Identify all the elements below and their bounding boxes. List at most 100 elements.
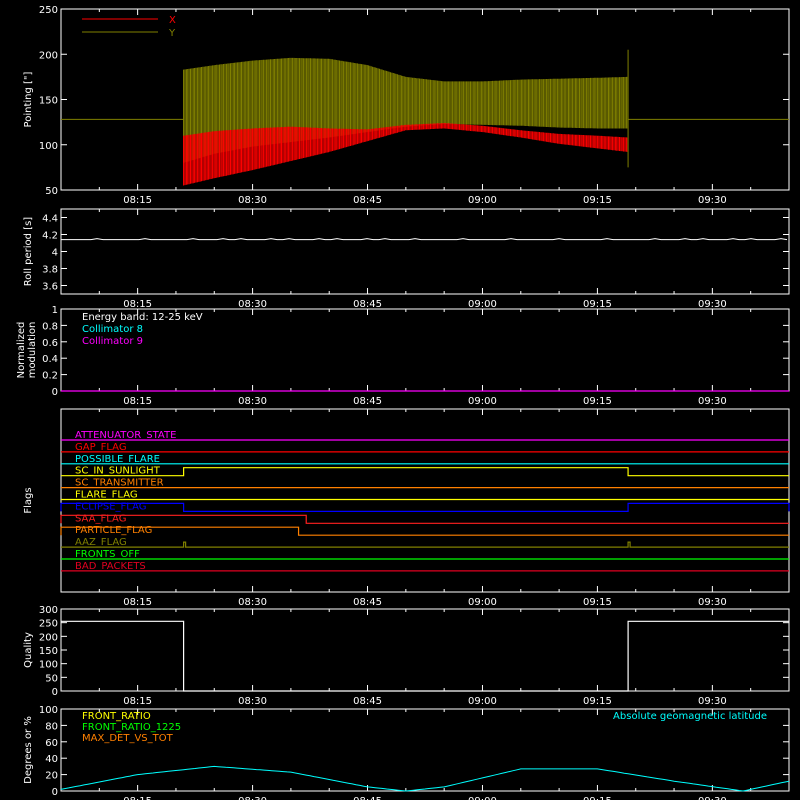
series-X <box>183 123 629 186</box>
y-tick-label: 4 <box>52 248 58 259</box>
roll-period-line <box>61 238 788 241</box>
x-tick-label: 08:30 <box>238 796 267 800</box>
geomag-panel: 08:15 08:30 08:45 09:00 09:15 09:30 0 20 40 60 80 1… <box>23 705 790 800</box>
x-tick-label: 08:45 <box>353 195 382 206</box>
y-tick-label: 100 <box>39 705 58 716</box>
flag-fronts_off: FRONTS_OFF <box>61 549 789 560</box>
y-tick-label: 40 <box>45 754 58 765</box>
x-tick-label: 08:45 <box>353 396 382 407</box>
flag-label: ECLIPSE_FLAG <box>75 501 146 512</box>
x-tick-label: 09:00 <box>468 396 497 407</box>
flag-gap_flag: GAP_FLAG <box>61 442 789 453</box>
y-axis-label: Degrees or % <box>23 716 34 784</box>
flag-label: SC_IN_SUNLIGHT <box>75 466 161 477</box>
flag-line <box>61 467 789 477</box>
flags-panel: 08:15 08:30 08:45 09:00 09:15 09:30 Flags ATTEN… <box>23 408 790 608</box>
y-tick-label: 200 <box>39 50 58 61</box>
y-tick-label: 20 <box>45 771 58 782</box>
x-tick-label: 09:30 <box>698 696 727 707</box>
y-tick-label: 150 <box>39 96 58 107</box>
x-tick-label: 09:30 <box>698 299 727 310</box>
x-tick-label: 08:15 <box>123 696 152 707</box>
flag-bad_packets: BAD_PACKETS <box>61 561 789 572</box>
flag-label: SC_TRANSMITTER <box>75 478 164 489</box>
y-tick-label: 0 <box>52 387 58 398</box>
x-tick-label: 09:00 <box>468 195 497 206</box>
x-tick-label: 08:15 <box>123 195 152 206</box>
x-tick-label: 09:30 <box>698 796 727 800</box>
legend-label: Collimator 8 <box>82 324 143 335</box>
pointing-panel: 08:15 08:30 08:45 09:00 09:15 09:30 50 100 150 20… <box>23 5 790 206</box>
y-tick-label: 3.8 <box>42 265 58 276</box>
series-Y <box>183 57 629 163</box>
x-tick-label: 09:15 <box>583 299 612 310</box>
x-tick-label: 08:30 <box>238 597 267 608</box>
y-axis-label: Pointing ["] <box>23 71 34 127</box>
y-tick-label: 0.6 <box>42 338 58 349</box>
y-tick-label: 0.2 <box>42 371 58 382</box>
x-tick-label: 09:15 <box>583 396 612 407</box>
x-tick-label: 08:30 <box>238 195 267 206</box>
flag-attenuator_state: ATTENUATOR_STATE <box>61 430 789 441</box>
y-tick-label: 60 <box>45 738 58 749</box>
x-tick-label: 09:30 <box>698 597 727 608</box>
flag-label: FLARE_FLAG <box>75 490 138 501</box>
flag-line <box>60 526 789 536</box>
y-axis-label: Roll period [s] <box>23 217 34 286</box>
geomag-axes-frame <box>60 708 790 792</box>
x-tick-label: 09:15 <box>583 696 612 707</box>
y-tick-label: 0 <box>52 687 58 698</box>
y-tick-label: 200 <box>39 632 58 643</box>
legend-label: Energy band: 12-25 keV <box>82 312 203 323</box>
x-tick-label: 08:15 <box>123 796 152 800</box>
y-tick-label: 0 <box>52 787 58 798</box>
legend-label: FRONT_RATIO <box>82 711 151 722</box>
flags-axes-frame <box>60 408 790 593</box>
flag-label: AAZ_FLAG <box>75 537 127 548</box>
geomag-latitude-line <box>60 765 790 792</box>
flag-label: BAD_PACKETS <box>75 561 146 572</box>
flag-line <box>60 514 789 524</box>
x-tick-label: 08:30 <box>238 696 267 707</box>
legend-label: MAX_DET_VS_TOT <box>82 733 174 744</box>
x-tick-label: 09:00 <box>468 696 497 707</box>
legend-label: X <box>169 15 176 26</box>
y-axis-label: Normalizedmodulation <box>16 322 38 379</box>
x-tick-label: 08:30 <box>238 299 267 310</box>
x-tick-label: 09:00 <box>468 299 497 310</box>
flag-line <box>61 541 789 548</box>
flag-label: ATTENUATOR_STATE <box>75 430 176 441</box>
flag-flare_flag: FLARE_FLAG <box>61 490 789 501</box>
x-tick-label: 08:15 <box>123 299 152 310</box>
flag-label: SAA_FLAG <box>75 513 126 524</box>
quality-panel: 08:15 08:30 08:45 09:00 09:15 09:30 0 50 100 150 2… <box>23 605 790 707</box>
series-band-X <box>183 123 629 186</box>
flag-particle_flag: PARTICLE_FLAG <box>60 525 789 536</box>
quality-line <box>61 620 789 692</box>
legend-label: Y <box>168 28 176 39</box>
x-tick-label: 09:30 <box>698 195 727 206</box>
flag-saa_flag: SAA_FLAG <box>60 513 789 524</box>
flag-sc_in_sunlight: SC_IN_SUNLIGHT <box>61 466 789 477</box>
x-tick-label: 09:00 <box>468 796 497 800</box>
y-tick-label: 250 <box>39 619 58 630</box>
y-axis-label: Flags <box>23 487 34 513</box>
flag-label: PARTICLE_FLAG <box>75 525 152 536</box>
x-tick-label: 08:45 <box>353 299 382 310</box>
flag-aaz_flag: AAZ_FLAG <box>61 537 789 548</box>
x-tick-label: 08:30 <box>238 396 267 407</box>
x-tick-label: 09:30 <box>698 396 727 407</box>
flag-possible_flare: POSSIBLE_FLARE <box>61 454 789 465</box>
x-tick-label: 09:00 <box>468 597 497 608</box>
x-tick-label: 09:15 <box>583 796 612 800</box>
y-tick-label: 50 <box>45 186 58 197</box>
x-tick-label: 08:45 <box>353 597 382 608</box>
y-tick-label: 4.2 <box>42 231 58 242</box>
x-tick-label: 09:15 <box>583 597 612 608</box>
y-tick-label: 50 <box>45 673 58 684</box>
y-tick-label: 4.4 <box>42 214 58 225</box>
y-tick-label: 250 <box>39 5 58 16</box>
flag-sc_transmitter: SC_TRANSMITTER <box>61 478 789 489</box>
y-tick-label: 0.8 <box>42 321 58 332</box>
